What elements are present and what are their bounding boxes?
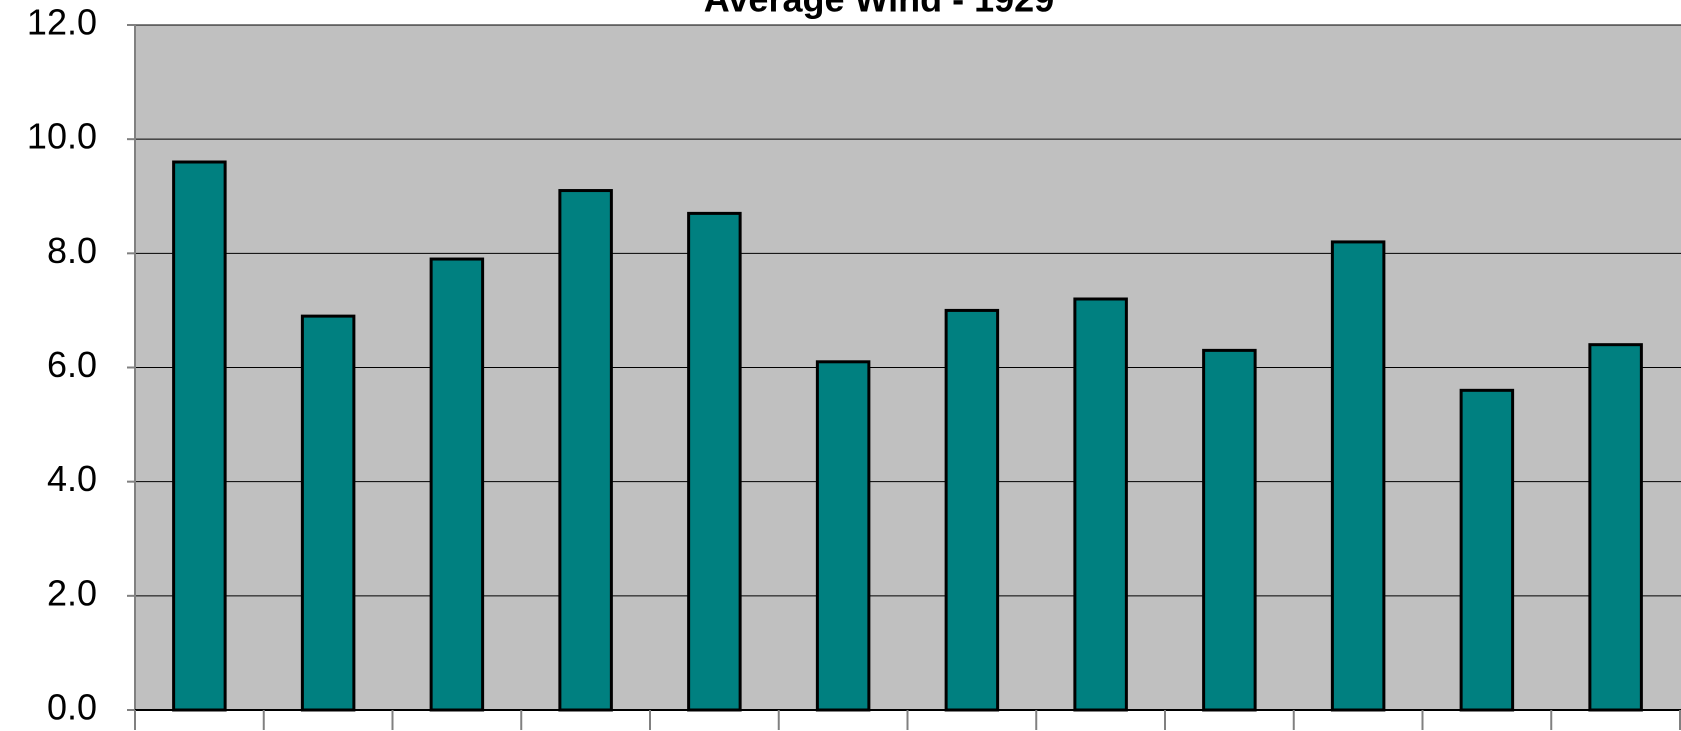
bar: [558, 189, 613, 712]
y-tick-label: 2.0: [47, 572, 97, 613]
y-tick-label: 0.0: [47, 687, 97, 728]
y-tick-label: 8.0: [47, 230, 97, 271]
y-tick-label: 12.0: [27, 2, 97, 43]
bar: [1330, 240, 1386, 712]
y-tick-label: 6.0: [47, 344, 97, 385]
y-tick-label: 4.0: [47, 458, 97, 499]
bar: [1459, 388, 1515, 712]
bar: [300, 314, 356, 712]
bar: [1073, 297, 1128, 712]
bar: [429, 257, 485, 712]
bar: [172, 160, 227, 712]
y-tick-label: 10.0: [27, 116, 97, 157]
bar: [1588, 343, 1643, 712]
bar: [687, 211, 742, 712]
chart-title: Average Wind - 1929: [704, 0, 1054, 20]
bar: [1202, 348, 1257, 712]
bar: [944, 308, 1000, 712]
bar: [815, 360, 871, 712]
